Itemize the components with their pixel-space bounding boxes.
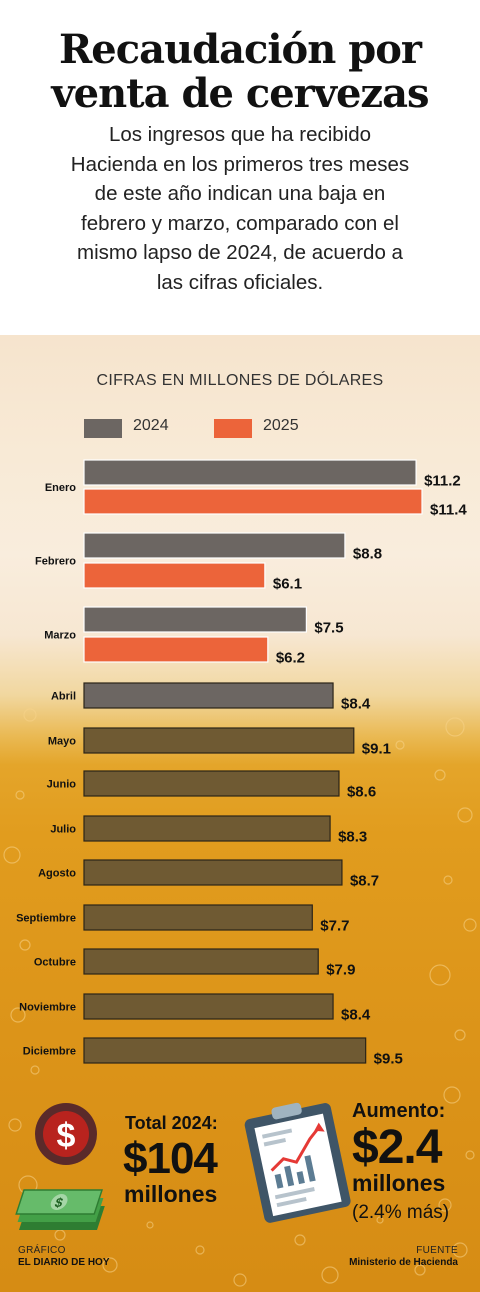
bar-2024 [83, 904, 313, 931]
increase-percent: (2.4% más) [352, 1202, 450, 1223]
data-label-2024: $8.6 [347, 784, 376, 801]
category-label: Junio [47, 779, 77, 791]
chart-subtitle: CIFRAS EN MILLONES DE DÓLARES [96, 372, 384, 389]
category-label: Septiembre [16, 913, 76, 925]
data-label-2024: $8.4 [341, 696, 371, 713]
bar-2024 [83, 1037, 367, 1064]
data-label-2024: $7.9 [326, 962, 355, 979]
description-line: Los ingresos que ha recibido [108, 123, 372, 146]
bar-2024 [83, 727, 355, 754]
graphic-label: GRÁFICO [18, 1245, 66, 1256]
bar-2024 [83, 770, 340, 797]
description-line: mismo lapso de 2024, de acuerdo a [77, 241, 403, 264]
data-label-2024: $8.4 [341, 1007, 371, 1024]
data-label-2024: $8.7 [350, 873, 379, 890]
bar-2024 [83, 532, 346, 559]
header: Recaudación por venta de cervezas Los in… [0, 0, 480, 335]
bar-2024 [83, 459, 417, 486]
bar-2024 [83, 993, 334, 1020]
legend-label-2025: 2025 [263, 417, 299, 434]
data-label-2024: $7.5 [314, 620, 343, 637]
legend-swatch-2025 [214, 419, 252, 438]
legend-swatch-2024 [84, 419, 122, 438]
data-label-2025: $6.2 [276, 650, 305, 667]
chart-description: Los ingresos que ha recibido Hacienda en… [40, 120, 440, 297]
category-label: Diciembre [23, 1046, 76, 1058]
bar-2024 [83, 815, 331, 842]
description-line: de este año indican una baja en [94, 182, 386, 205]
data-label-2024: $8.3 [338, 829, 367, 846]
description-line: las cifras oficiales. [156, 270, 324, 294]
total-value: $104 [123, 1134, 218, 1183]
description-line: febrero y marzo, comparado con el [81, 211, 399, 235]
category-label: Agosto [38, 868, 76, 880]
data-label-2024: $7.7 [320, 918, 349, 935]
chart-title-line-1: Recaudación por [59, 26, 422, 73]
increase-unit: millones [352, 1170, 446, 1196]
category-label: Noviembre [19, 1002, 76, 1014]
summary-illustrations: $ $ [15, 1102, 351, 1230]
graphic-source: EL DIARIO DE HOY [18, 1257, 110, 1268]
money-bills-icon: $ [15, 1189, 105, 1230]
bar-2024 [83, 682, 334, 709]
total-label: Total 2024: [125, 1113, 218, 1133]
description-line: Hacienda en los primeros tres meses [70, 152, 410, 176]
clipboard-chart-icon [244, 1102, 351, 1223]
total-unit: millones [124, 1181, 218, 1207]
dollar-coin-icon: $ [35, 1103, 97, 1165]
bar-2024 [83, 948, 319, 975]
chart-title-line-2: venta de cervezas [51, 70, 429, 117]
bar-chart: $11.2 $11.4 Enero $8.8 $6.1 Febrero $7.5 $6.2 Ma… [16, 459, 467, 1068]
data-label-2025: $6.1 [273, 576, 302, 593]
bar-2025 [83, 562, 266, 589]
category-label: Abril [51, 691, 76, 703]
data-label-2024: $11.2 [424, 473, 461, 490]
bar-2025 [83, 488, 423, 515]
category-label: Julio [50, 824, 76, 836]
category-label: Marzo [44, 630, 76, 642]
increase-label: Aumento: [352, 1100, 446, 1122]
category-label: Febrero [35, 556, 76, 568]
category-label: Mayo [48, 736, 76, 748]
data-label-2024: $8.8 [353, 546, 382, 563]
bar-2024 [83, 606, 307, 633]
bar-2025 [83, 636, 269, 663]
category-label: Enero [45, 482, 76, 494]
data-label-2024: $9.5 [374, 1051, 403, 1068]
data-label-2024: $9.1 [362, 741, 391, 758]
svg-text:$: $ [57, 1117, 76, 1155]
data-label-2025: $11.4 [430, 502, 467, 519]
source-label: FUENTE [416, 1245, 458, 1256]
source-name: Ministerio de Hacienda [349, 1257, 458, 1268]
bar-2024 [83, 859, 343, 886]
legend-label-2024: 2024 [133, 417, 169, 434]
increase-value: $2.4 [352, 1121, 442, 1174]
category-label: Octubre [34, 957, 76, 969]
